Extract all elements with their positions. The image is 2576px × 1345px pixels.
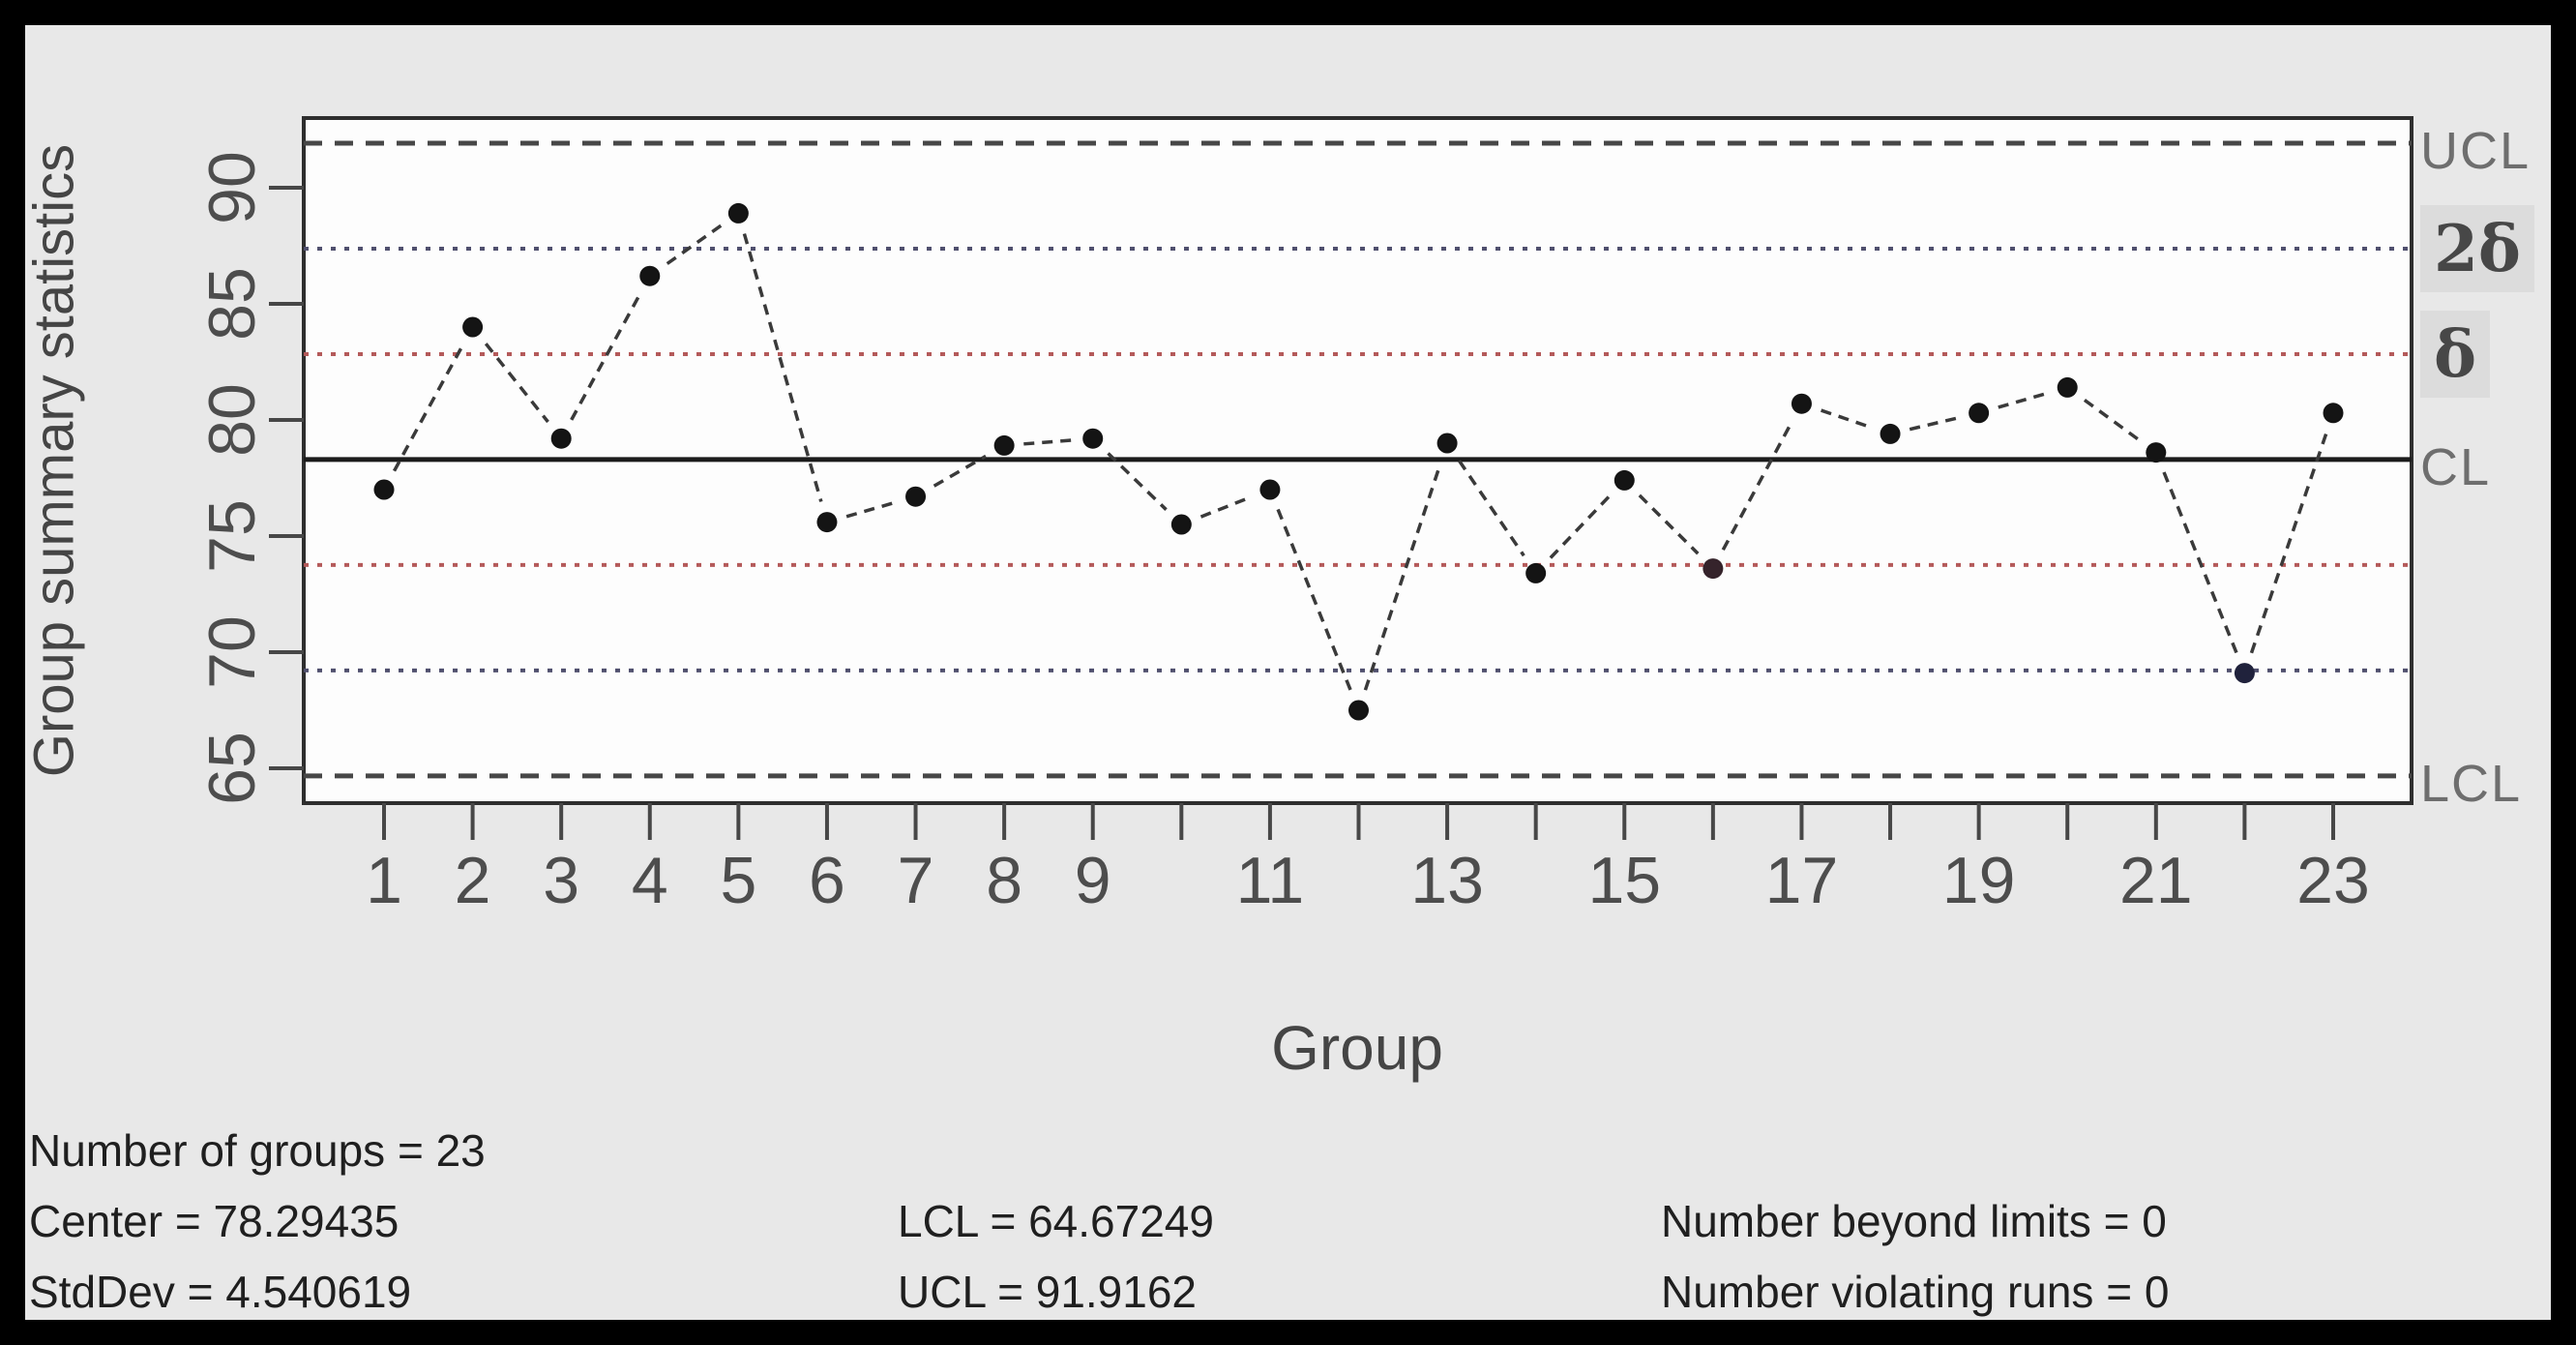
x-tick-label-11: 11 [1235, 844, 1305, 917]
data-point-17 [1791, 393, 1812, 414]
series-segment [1023, 438, 1074, 446]
x-tick-label-21: 21 [2118, 844, 2193, 917]
series-segment [392, 344, 464, 472]
x-tick-label-1: 1 [366, 844, 402, 917]
data-point-12 [1348, 700, 1369, 721]
series-segment [1638, 493, 1700, 555]
y-tick-label-75: 75 [195, 499, 269, 573]
stat-beyond: Number beyond limits = 0 [1661, 1196, 2167, 1246]
data-point-21 [2146, 442, 2167, 463]
x-tick-label-6: 6 [809, 844, 845, 917]
limit-label-one_sigma_upper: δ [2420, 310, 2491, 398]
x-tick-label-19: 19 [1941, 844, 2016, 917]
x-axis-title: Group [1271, 1013, 1443, 1083]
data-point-22 [2234, 663, 2255, 684]
data-point-4 [639, 265, 661, 286]
x-tick-label-2: 2 [454, 844, 491, 917]
x-tick-label-7: 7 [897, 844, 934, 917]
series-segment [742, 233, 823, 502]
data-point-10 [1170, 514, 1192, 535]
limit-label-cl: CL [2420, 437, 2492, 496]
x-tick-label-17: 17 [1764, 844, 1839, 917]
series-segment [1998, 391, 2049, 409]
limit-label-two_sigma_upper: 2δ [2420, 204, 2534, 292]
data-point-7 [905, 486, 927, 507]
data-point-11 [1259, 479, 1281, 500]
series-segment [845, 500, 897, 519]
data-point-23 [2323, 403, 2344, 424]
x-tick-label-5: 5 [720, 844, 757, 917]
series-segment [1821, 408, 1872, 430]
data-point-6 [816, 512, 838, 533]
series-segment [1107, 452, 1168, 511]
series-segment [570, 293, 641, 421]
series-segment [1363, 463, 1442, 691]
y-tick-label-70: 70 [195, 615, 269, 689]
data-point-1 [373, 479, 395, 500]
series-segment [1909, 415, 1960, 432]
stat-lcl: LCL = 64.67249 [898, 1196, 1214, 1246]
data-point-18 [1880, 423, 1901, 444]
series-segment [1549, 494, 1612, 559]
series-segment [484, 343, 549, 424]
stat-number_of_groups: Number of groups = 23 [29, 1125, 486, 1176]
data-point-14 [1525, 562, 1547, 583]
series-segment [2249, 433, 2328, 654]
x-tick-label-15: 15 [1587, 844, 1662, 917]
series-segment [1458, 460, 1525, 557]
series-segment [1276, 508, 1352, 692]
data-point-2 [462, 316, 484, 338]
data-point-9 [1082, 428, 1104, 449]
x-tick-label-3: 3 [543, 844, 580, 917]
x-tick-label-9: 9 [1074, 844, 1111, 917]
series-segment [2162, 471, 2238, 654]
data-point-15 [1614, 469, 1635, 491]
y-tick-label-90: 90 [195, 151, 269, 224]
series-segment [2083, 399, 2141, 441]
stat-violating: Number violating runs = 0 [1661, 1267, 2170, 1317]
series-segment [1199, 495, 1252, 519]
x-tick-label-8: 8 [986, 844, 1023, 917]
limit-label-ucl: UCL [2420, 122, 2532, 180]
data-point-19 [1969, 403, 1990, 424]
data-point-5 [727, 202, 749, 224]
stat-std_dev: StdDev = 4.540619 [29, 1267, 412, 1317]
y-tick-label-80: 80 [195, 383, 269, 457]
data-point-3 [550, 428, 572, 449]
stat-ucl: UCL = 91.9162 [898, 1267, 1198, 1317]
data-point-13 [1436, 433, 1458, 454]
y-tick-label-85: 85 [195, 267, 269, 341]
series-segment [933, 454, 987, 488]
data-point-8 [993, 434, 1015, 456]
data-point-16 [1703, 558, 1724, 580]
x-tick-label-13: 13 [1410, 844, 1484, 917]
series-segment [1721, 421, 1793, 552]
y-tick-label-65: 65 [195, 732, 269, 805]
stat-center: Center = 78.29435 [29, 1196, 400, 1246]
x-tick-label-4: 4 [631, 844, 668, 917]
data-point-20 [2057, 376, 2078, 398]
y-axis-title: Group summary statistics [22, 143, 86, 778]
limit-label-lcl: LCL [2420, 754, 2523, 813]
x-tick-label-23: 23 [2296, 844, 2370, 917]
